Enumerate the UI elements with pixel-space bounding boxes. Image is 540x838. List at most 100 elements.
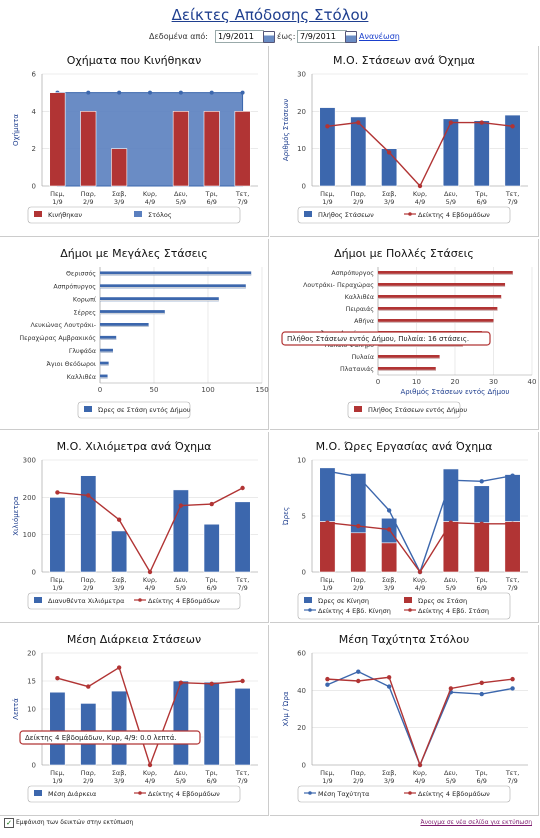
x-tick-label: 7/9: [237, 584, 247, 592]
legend-swatch-dot: [138, 791, 142, 795]
bar: [473, 120, 490, 187]
y-tick-label: Λουτράκι- Περαχώρας: [303, 281, 374, 289]
plot-area: [42, 460, 258, 572]
x-tick-label: Παρ,: [351, 190, 366, 198]
y-tick-label: 5: [302, 513, 306, 521]
area-point: [240, 90, 245, 95]
x-tick-label: 6/9: [476, 777, 486, 785]
bar: [49, 691, 66, 766]
bar-shadow: [100, 364, 109, 366]
y-tick-label: 15: [27, 678, 36, 686]
x-tick-label: Τρι,: [205, 576, 218, 584]
bar: [80, 111, 97, 187]
y-tick-label: 10: [297, 457, 306, 465]
bar: [203, 111, 220, 187]
series-point: [510, 686, 515, 691]
bar: [504, 114, 521, 187]
x-tick-label: 4/9: [415, 584, 425, 592]
calendar-icon[interactable]: [263, 31, 275, 43]
chart-title: Δήμοι με Πολλές Στάσεις: [334, 247, 474, 260]
refresh-link[interactable]: Ανανέωση: [359, 32, 400, 41]
x-tick-label: 7/9: [507, 198, 517, 206]
y-tick-label: Ασπρόπυργος: [53, 283, 96, 291]
legend-swatch: [304, 211, 312, 217]
series-point: [510, 473, 515, 478]
x-tick-label: 2/9: [353, 584, 363, 592]
chart-title: Δήμοι με Μεγάλες Στάσεις: [60, 247, 208, 260]
bar: [381, 542, 398, 573]
y-axis-label: Ώρες: [282, 507, 290, 526]
legend-swatch: [84, 406, 92, 412]
bar: [234, 501, 251, 573]
x-tick-label: Παρ,: [351, 576, 366, 584]
x-tick-label: 20: [451, 378, 460, 386]
x-tick-label: Παρ,: [81, 190, 96, 198]
x-tick-label: Τρι,: [205, 190, 218, 198]
x-tick-label: 7/9: [237, 198, 247, 206]
x-tick-label: Δευ,: [444, 769, 458, 777]
chart-panel-big-stops: Δήμοι με Μεγάλες Στάσεις 0 50 100 150 Θερισσ…: [0, 239, 269, 430]
x-tick-label: 10: [412, 378, 421, 386]
y-tick-label: Πειραιάς: [346, 305, 375, 313]
bar-shadow: [100, 287, 246, 289]
x-tick-label: Δευ,: [444, 576, 458, 584]
y-tick-label: Γλυφάδα: [69, 347, 96, 355]
x-tick-label: 7/9: [507, 777, 517, 785]
bar: [100, 335, 117, 340]
x-tick-label: 1/9: [52, 198, 62, 206]
x-tick-label: Κυρ,: [413, 769, 427, 777]
x-tick-label: 4/9: [145, 777, 155, 785]
series-point: [386, 508, 392, 513]
x-tick-label: 5/9: [446, 777, 456, 785]
series-point: [147, 762, 153, 768]
y-tick-label: 0: [32, 569, 36, 577]
x-tick-label: Κυρ,: [413, 576, 427, 584]
bar: [100, 323, 149, 327]
x-tick-label: Δευ,: [174, 576, 188, 584]
x-tick-label: Πεμ,: [320, 769, 335, 777]
from-date-input[interactable]: [215, 30, 264, 43]
tooltip-box: [281, 331, 491, 346]
bar: [111, 530, 128, 573]
x-tick-label: 1/9: [52, 777, 62, 785]
series-point: [479, 479, 484, 484]
x-tick-label: Δευ,: [174, 190, 188, 198]
legend-label: Πλήθος Στάσεων: [318, 211, 374, 219]
y-tick-label: 200: [23, 494, 36, 502]
series-point: [386, 150, 392, 155]
legend-label: Δείκτης 4 Εβδ. Κίνηση: [318, 607, 391, 615]
bar-shadow: [100, 300, 219, 302]
legend-swatch: [34, 211, 42, 217]
x-tick-label: Τετ,: [505, 576, 519, 584]
legend-box: [27, 592, 241, 610]
x-tick-label: Παρ,: [81, 769, 96, 777]
bar-shadow: [378, 369, 436, 371]
legend-swatch: [404, 597, 412, 603]
bar-shadow: [100, 274, 252, 276]
series-point: [325, 124, 330, 129]
bar: [111, 148, 128, 187]
bar: [234, 111, 251, 187]
bar: [234, 687, 251, 766]
x-tick-label: Παρ,: [81, 576, 96, 584]
legend-label: Δείκτης 4 Εβδομάδων: [148, 790, 220, 798]
print-indicators-label: Εμφάνιση των δεικτών στην εκτύπωση: [16, 819, 134, 826]
bar-shadow: [100, 312, 165, 314]
x-tick-label: 5/9: [176, 777, 186, 785]
print-link[interactable]: Άνοιγμα σε νέα σελίδα για εκτύπωση: [420, 819, 532, 826]
chart-vehicles: 0 2 4 6 Οχήματα Πεμ,1/9 Παρ,2/9 Σαβ,3/9 Κυρ,4/9 Δ…: [12, 71, 258, 224]
bar: [172, 489, 189, 573]
series-point: [86, 493, 91, 498]
calendar-icon[interactable]: [345, 31, 357, 43]
page-title: Δείκτες Απόδοσης Στόλου: [171, 6, 369, 24]
x-tick-label: 3/9: [114, 198, 124, 206]
to-date-input[interactable]: [297, 30, 347, 43]
bar: [442, 118, 459, 187]
chart-title: Μ.Ο. Ώρες Εργασίας ανά Όχημα: [315, 440, 493, 453]
series-point: [510, 521, 515, 527]
series-point: [178, 680, 184, 685]
y-tick-label: Καλλιθέα: [345, 293, 374, 301]
bar: [203, 681, 220, 766]
print-indicators-checkbox[interactable]: ✓: [4, 818, 14, 828]
x-tick-label: 50: [150, 386, 159, 394]
